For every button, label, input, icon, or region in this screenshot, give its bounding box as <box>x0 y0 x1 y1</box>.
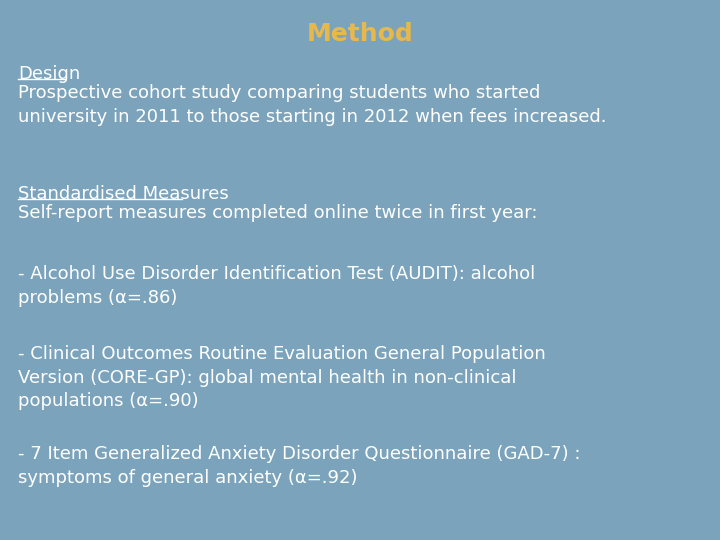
Text: - Alcohol Use Disorder Identification Test (AUDIT): alcohol
problems (α=.86): - Alcohol Use Disorder Identification Te… <box>18 265 535 307</box>
Text: - 7 Item Generalized Anxiety Disorder Questionnaire (GAD-7) :
symptoms of genera: - 7 Item Generalized Anxiety Disorder Qu… <box>18 445 580 487</box>
Text: - Clinical Outcomes Routine Evaluation General Population
Version (CORE-GP): glo: - Clinical Outcomes Routine Evaluation G… <box>18 345 546 410</box>
Text: Method: Method <box>307 22 413 46</box>
Text: Design: Design <box>18 65 80 83</box>
Text: Self-report measures completed online twice in first year:: Self-report measures completed online tw… <box>18 205 538 222</box>
Text: Prospective cohort study comparing students who started
university in 2011 to th: Prospective cohort study comparing stude… <box>18 84 606 126</box>
Text: Standardised Measures: Standardised Measures <box>18 185 229 203</box>
